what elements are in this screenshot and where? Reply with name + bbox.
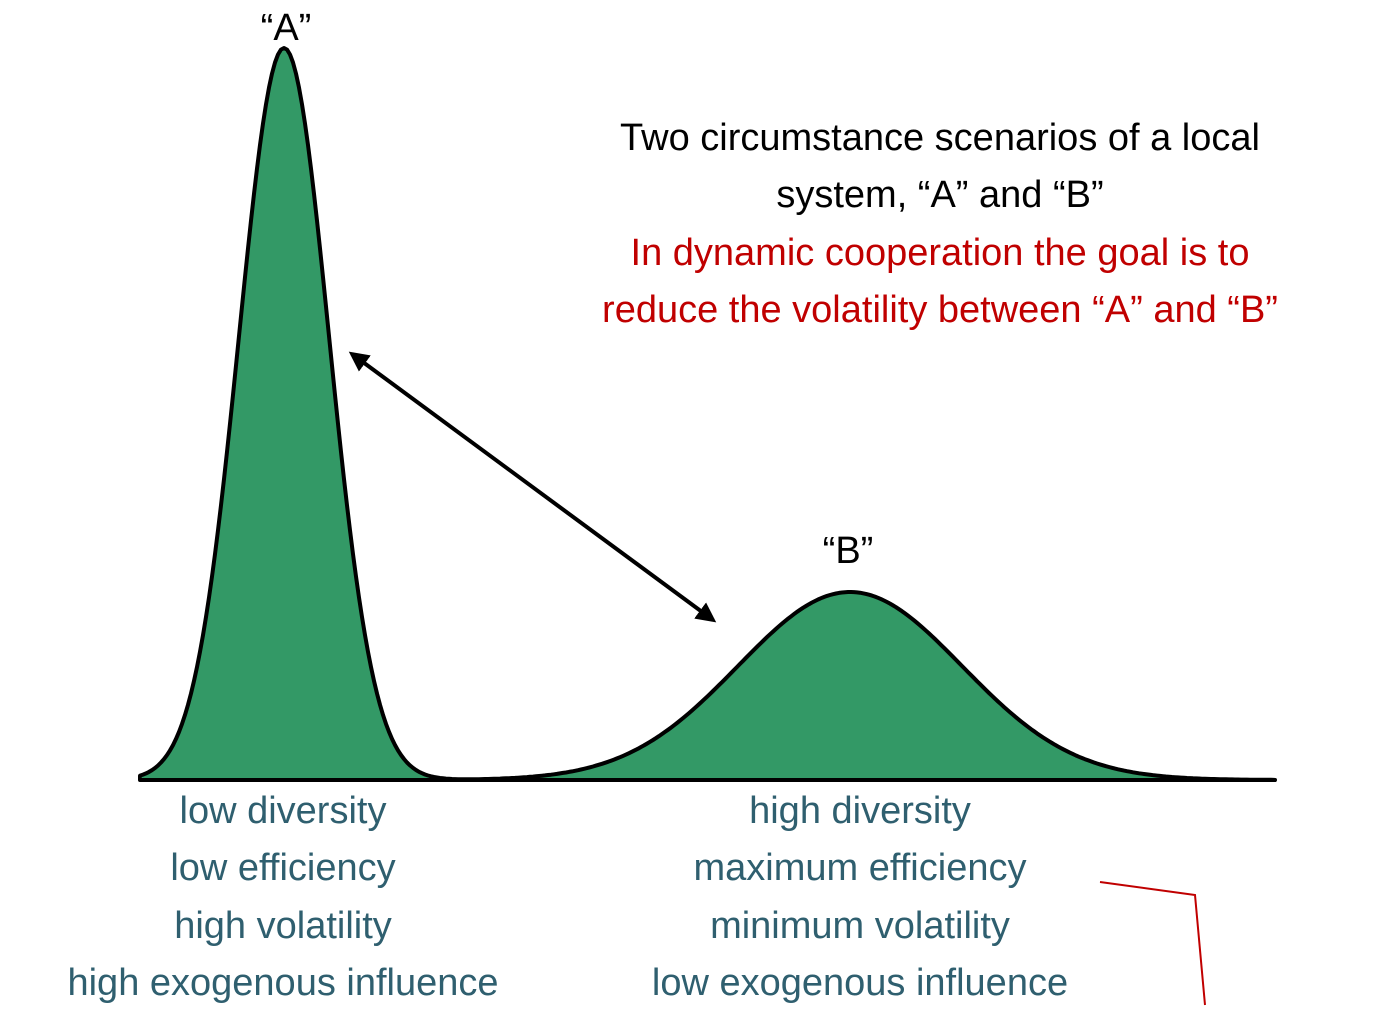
red-connector [1099, 881, 1206, 1006]
distribution-curve [138, 46, 1277, 782]
trait: low exogenous influence [652, 962, 1068, 1004]
trait: low diversity [180, 790, 387, 832]
description-line: Two circumstance scenarios of a local [620, 117, 1260, 159]
peak-label: “A” [261, 7, 312, 49]
goal-line: reduce the volatility between “A” and “B… [602, 289, 1278, 331]
trait: high exogenous influence [67, 962, 498, 1004]
description-line: system, “A” and “B” [776, 174, 1103, 216]
trait: minimum volatility [710, 905, 1010, 947]
double-arrow [348, 351, 717, 623]
trait: low efficiency [170, 847, 395, 889]
peak-label: “B” [823, 530, 874, 572]
trait: high volatility [174, 905, 392, 947]
trait: maximum efficiency [694, 847, 1027, 889]
trait: high diversity [749, 790, 971, 832]
goal-line: In dynamic cooperation the goal is to [631, 232, 1250, 274]
